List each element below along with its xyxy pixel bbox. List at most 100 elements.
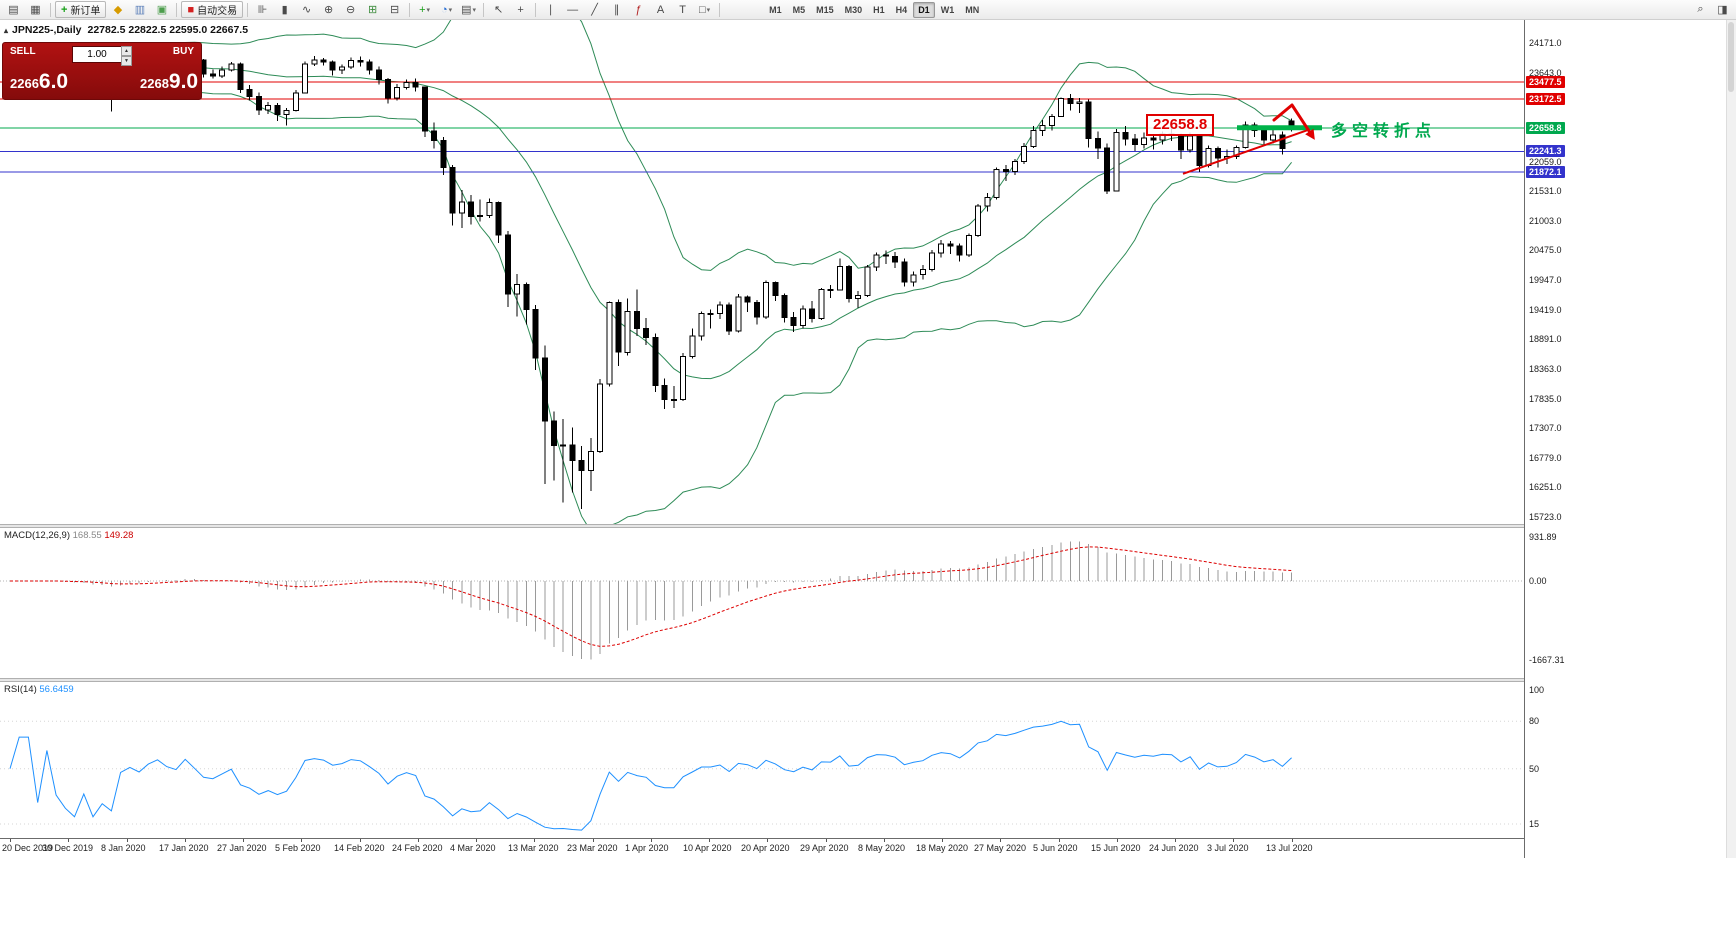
- bar-chart-icon[interactable]: ⊪: [257, 4, 268, 16]
- timeframe-d1[interactable]: D1: [913, 1, 935, 18]
- sell-button[interactable]: SELL 22666.0: [3, 43, 71, 99]
- equidistant-channel-icon[interactable]: ∥: [613, 4, 620, 16]
- vertical-line-icon[interactable]: ∣: [547, 4, 554, 16]
- line-chart-icon[interactable]: ∿: [301, 4, 312, 16]
- terminal-icon[interactable]: ▣: [156, 4, 168, 16]
- time-axis-label: 5 Feb 2020: [275, 843, 321, 853]
- price-annotation-box[interactable]: 22658.8: [1146, 114, 1215, 136]
- buy-button[interactable]: BUY 22689.0: [133, 43, 201, 99]
- timeframe-w1[interactable]: W1: [940, 4, 955, 15]
- price-axis-label: 23643.0: [1529, 68, 1562, 78]
- candlestick-chart-icon[interactable]: ▮: [281, 4, 288, 16]
- time-axis-tick: [1000, 839, 1001, 842]
- time-axis-tick: [884, 839, 885, 842]
- new-order-button-icon: +: [61, 3, 68, 16]
- new-order-button[interactable]: + 新订单: [55, 1, 107, 18]
- volume-control: 1.00 ▲ ▼: [71, 43, 133, 99]
- volume-up-button[interactable]: ▲: [121, 46, 132, 56]
- one-click-collapse-arrow[interactable]: ▴: [4, 26, 9, 35]
- pane-splitter[interactable]: [0, 678, 1576, 682]
- price-line-badge: 22241.3: [1526, 145, 1565, 157]
- price-line-badge: 23477.5: [1526, 76, 1565, 88]
- time-axis-label: 13 Jul 2020: [1266, 843, 1313, 853]
- auto-arrange-icon[interactable]: ⊟: [389, 4, 400, 16]
- toolbar-separator: [535, 2, 537, 17]
- symbol-info: ▴ JPN225-,Daily 22782.5 22822.5 22595.0 22…: [4, 24, 248, 36]
- time-axis-tick: [1117, 839, 1118, 842]
- text-label-icon[interactable]: T: [679, 3, 686, 16]
- rsi-axis-label: 80: [1529, 716, 1540, 726]
- toolbar-separator: [483, 2, 485, 17]
- price-axis-label: 22059.0: [1529, 157, 1562, 167]
- time-axis-label: 24 Feb 2020: [392, 843, 443, 853]
- fibonacci-icon[interactable]: ƒ: [635, 3, 642, 16]
- one-click-trading-panel: SELL 22666.0 1.00 ▲ ▼ BUY 22689.0: [2, 42, 202, 100]
- templates-button[interactable]: ▤ ▾: [461, 4, 477, 16]
- horizontal-line-icon[interactable]: ―: [567, 3, 579, 16]
- chart-profiles-icon[interactable]: ▦: [30, 4, 41, 16]
- price-pane[interactable]: ▴ JPN225-,Daily 22782.5 22822.5 22595.0 22…: [0, 20, 1524, 524]
- panel-icon[interactable]: ◨: [1717, 4, 1728, 16]
- tile-windows-icon[interactable]: ⊞: [367, 4, 378, 16]
- price-axis-label: 24171.0: [1529, 38, 1562, 48]
- cursor-icon[interactable]: ↖: [493, 4, 504, 16]
- autotrading-button-icon: ■: [187, 3, 195, 16]
- time-axis-tick: [709, 839, 710, 842]
- volume-input[interactable]: 1.00: [72, 46, 122, 63]
- search-icon[interactable]: ⌕: [1697, 3, 1704, 15]
- chevron-down-icon: ▾: [472, 6, 477, 14]
- time-axis-label: 27 Jan 2020: [217, 843, 267, 853]
- time-axis-label: 24 Jun 2020: [1149, 843, 1199, 853]
- time-axis-tick: [243, 839, 244, 842]
- pane-splitter[interactable]: [0, 524, 1576, 528]
- rsi-pane[interactable]: RSI(14) 56.6459: [0, 682, 1524, 838]
- chevron-down-icon: ▾: [706, 6, 711, 14]
- data-window-icon[interactable]: ▥: [134, 4, 146, 16]
- time-axis[interactable]: 20 Dec 2019 30 Dec 2019 8 Jan 2020 17 Jan 2…: [0, 838, 1524, 859]
- symbol-title: JPN225-,Daily: [12, 24, 82, 36]
- rsi-axis-label: 15: [1529, 819, 1540, 829]
- macd-label: MACD(12,26,9) 168.55 149.28: [4, 530, 133, 541]
- time-axis-label: 23 Mar 2020: [567, 843, 618, 853]
- scrollbar-thumb[interactable]: [1728, 22, 1734, 92]
- time-axis-tick: [651, 839, 652, 842]
- time-axis-label: 8 May 2020: [858, 843, 906, 853]
- time-axis-label: 29 Apr 2020: [800, 843, 849, 853]
- timeframe-mn[interactable]: MN: [965, 4, 980, 15]
- vertical-scrollbar[interactable]: [1726, 20, 1736, 858]
- timeframe-m5[interactable]: M5: [792, 4, 806, 15]
- time-axis-tick: [127, 839, 128, 842]
- buy-price: 22689.0: [140, 70, 199, 93]
- toolbar-separator: [719, 2, 721, 17]
- timeframe-m15[interactable]: M15: [816, 4, 834, 15]
- price-axis-label: 20475.0: [1529, 245, 1562, 255]
- zoom-in-icon[interactable]: ⊕: [323, 4, 334, 16]
- indicators-button[interactable]: + ▾: [419, 3, 431, 16]
- time-axis-label: 15 Jun 2020: [1091, 843, 1141, 853]
- timeframe-h1[interactable]: H1: [873, 4, 885, 15]
- time-axis-tick: [418, 839, 419, 842]
- trendline-icon[interactable]: ╱: [591, 4, 598, 16]
- zoom-out-icon[interactable]: ⊖: [345, 4, 356, 16]
- new-chart-icon[interactable]: ▤: [8, 4, 19, 16]
- timeframe-h4[interactable]: H4: [895, 4, 908, 15]
- toolbar-separator: [50, 2, 51, 17]
- toolbar-separator: [409, 2, 411, 17]
- autotrading-button[interactable]: ■ 自动交易: [181, 1, 244, 18]
- volume-down-button[interactable]: ▼: [121, 56, 132, 66]
- time-axis-label: 18 May 2020: [916, 843, 969, 853]
- crosshair-icon[interactable]: +: [517, 3, 524, 16]
- text-icon[interactable]: A: [656, 3, 665, 16]
- time-axis-tick: [360, 839, 361, 842]
- turning-point-label[interactable]: 多空转折点: [1331, 123, 1437, 140]
- time-axis-tick: [767, 839, 768, 842]
- timeframe-m1[interactable]: M1: [769, 4, 782, 15]
- shapes-button[interactable]: □ ▾: [699, 3, 711, 16]
- macd-pane[interactable]: MACD(12,26,9) 168.55 149.28: [0, 528, 1524, 678]
- market-watch-icon[interactable]: ◆: [113, 4, 123, 16]
- time-axis-label: 8 Jan 2020: [101, 843, 146, 853]
- timeframe-m30[interactable]: M30: [844, 4, 863, 15]
- periods-button[interactable]: ◔ ▾: [441, 3, 453, 16]
- macd-axis-label: -1667.31: [1529, 655, 1565, 665]
- price-axis[interactable]: 24171.0 23643.0 22059.0 21531.0 21003.0 20475…: [1524, 20, 1736, 858]
